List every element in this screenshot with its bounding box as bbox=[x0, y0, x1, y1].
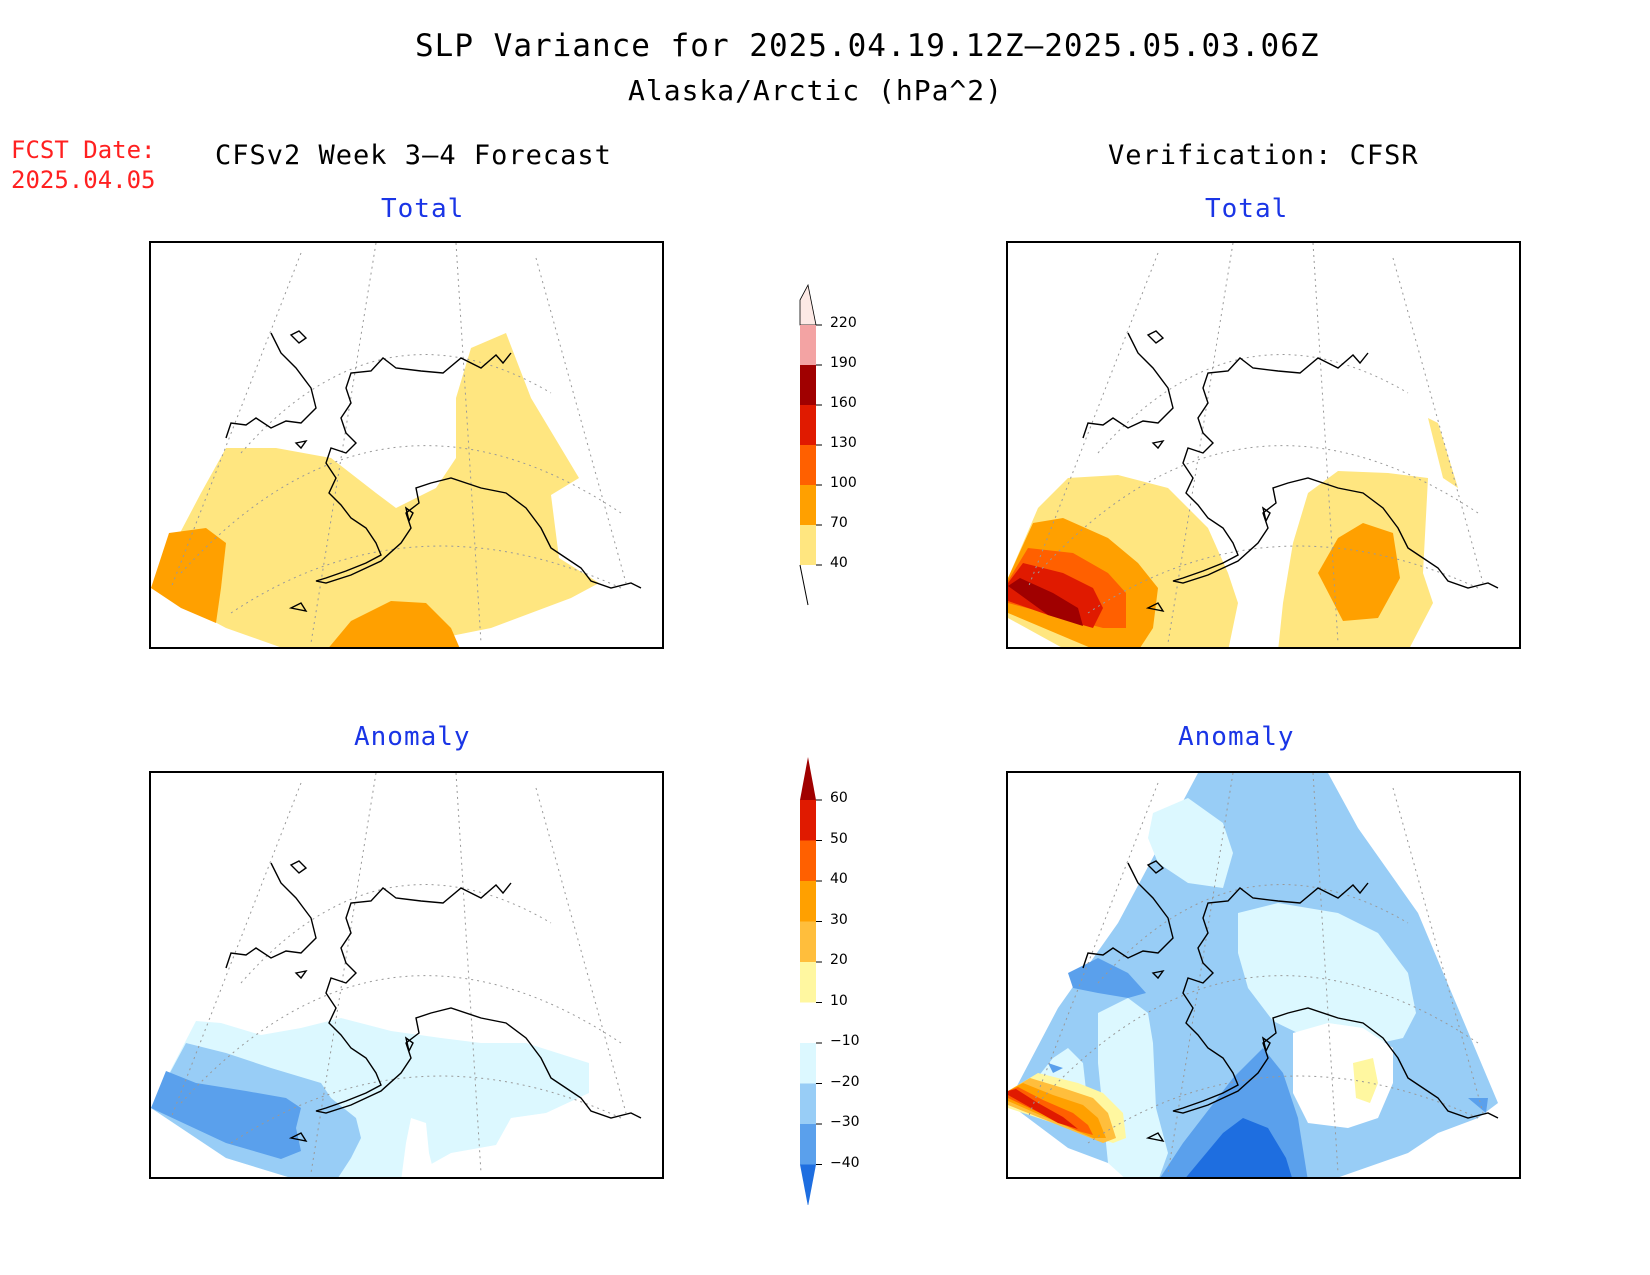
anomaly-colorbar-tick-label: 50 bbox=[830, 830, 848, 847]
anomaly-colorbar-swatch bbox=[800, 921, 816, 962]
anomaly-colorbar-tick-label: 60 bbox=[830, 790, 848, 806]
anomaly-colorbar-swatch bbox=[800, 962, 816, 1003]
shading bbox=[1008, 773, 1498, 1177]
anomaly-colorbar-swatch bbox=[800, 1043, 816, 1084]
graticule bbox=[170, 773, 627, 1174]
coastline bbox=[225, 330, 642, 613]
graticule bbox=[1027, 773, 1484, 1174]
graticule bbox=[1027, 243, 1484, 644]
total-colorbar-tick-label: 70 bbox=[830, 515, 848, 531]
chart-title: SLP Variance for 2025.04.19.12Z–2025.05.… bbox=[415, 28, 1320, 64]
verification-anomaly-map bbox=[1006, 771, 1521, 1179]
coastline bbox=[1082, 860, 1499, 1143]
total-colorbar-tick-label: 220 bbox=[830, 315, 857, 331]
graticule bbox=[170, 243, 627, 644]
coastline bbox=[225, 860, 642, 1143]
total-colorbar-tick-label: 100 bbox=[830, 475, 857, 491]
anomaly-colorbar-tick-label: 40 bbox=[830, 871, 848, 887]
anomaly-colorbar-bottom-tip bbox=[800, 1164, 816, 1207]
shading bbox=[151, 1018, 589, 1177]
chart-subtitle: Alaska/Arctic (hPa^2) bbox=[628, 74, 1004, 107]
forecast-column-heading: CFSv2 Week 3–4 Forecast bbox=[215, 140, 612, 171]
total-colorbar-swatch bbox=[800, 445, 816, 485]
anomaly-colorbar-swatch bbox=[800, 1083, 816, 1124]
anomaly-colorbar-swatch bbox=[800, 800, 816, 841]
shading bbox=[151, 333, 599, 647]
coastline bbox=[1082, 330, 1499, 613]
total-colorbar-tick-label: 40 bbox=[830, 555, 848, 571]
forecast-anomaly-map bbox=[149, 771, 664, 1179]
anomaly-colorbar-tick-label: −30 bbox=[830, 1114, 860, 1130]
total-colorbar-swatch bbox=[800, 325, 816, 365]
verification-total-map bbox=[1006, 241, 1521, 649]
anomaly-colorbar-swatches bbox=[800, 757, 822, 1207]
verification-anomaly-title: Anomaly bbox=[1178, 722, 1295, 752]
total-colorbar-bottom-tip bbox=[799, 564, 809, 606]
total-colorbar-swatch bbox=[800, 365, 816, 405]
anomaly-colorbar-swatch bbox=[800, 1124, 816, 1165]
anomaly-colorbar-swatch bbox=[800, 881, 816, 922]
forecast-total-title: Total bbox=[381, 194, 465, 224]
total-colorbar-top-tip bbox=[799, 283, 817, 326]
anomaly-colorbar-tick-label: −20 bbox=[830, 1073, 860, 1090]
total-colorbar-tick-label: 160 bbox=[830, 395, 857, 411]
total-colorbar-swatch bbox=[800, 485, 816, 525]
total-colorbar-tick-label: 130 bbox=[830, 435, 857, 451]
anomaly-colorbar-tick-label: 30 bbox=[830, 911, 848, 928]
anomaly-colorbar-tick-label: 10 bbox=[830, 992, 848, 1009]
total-colorbar-swatch bbox=[800, 405, 816, 445]
verification-column-heading: Verification: CFSR bbox=[1108, 140, 1419, 171]
anomaly-colorbar-tick-label: −40 bbox=[830, 1154, 860, 1171]
fcst-date-label: FCST Date: bbox=[11, 136, 156, 164]
anomaly-colorbar-tick-label: 20 bbox=[830, 952, 848, 968]
verification-total-title: Total bbox=[1205, 194, 1289, 224]
forecast-anomaly-title: Anomaly bbox=[354, 722, 471, 752]
total-colorbar-swatches bbox=[799, 283, 822, 606]
anomaly-colorbar-tick-label: −10 bbox=[830, 1033, 860, 1049]
total-colorbar-swatch bbox=[800, 525, 816, 565]
shading bbox=[1008, 418, 1458, 647]
anomaly-colorbar-swatch bbox=[800, 840, 816, 881]
total-colorbar bbox=[790, 280, 910, 610]
anomaly-colorbar-top-tip bbox=[800, 757, 816, 800]
anomaly-colorbar-swatch bbox=[800, 1002, 816, 1043]
anomaly-colorbar bbox=[790, 750, 910, 1207]
fcst-date-value: 2025.04.05 bbox=[11, 166, 156, 194]
total-colorbar-tick-label: 190 bbox=[830, 355, 857, 371]
forecast-total-map bbox=[149, 241, 664, 649]
